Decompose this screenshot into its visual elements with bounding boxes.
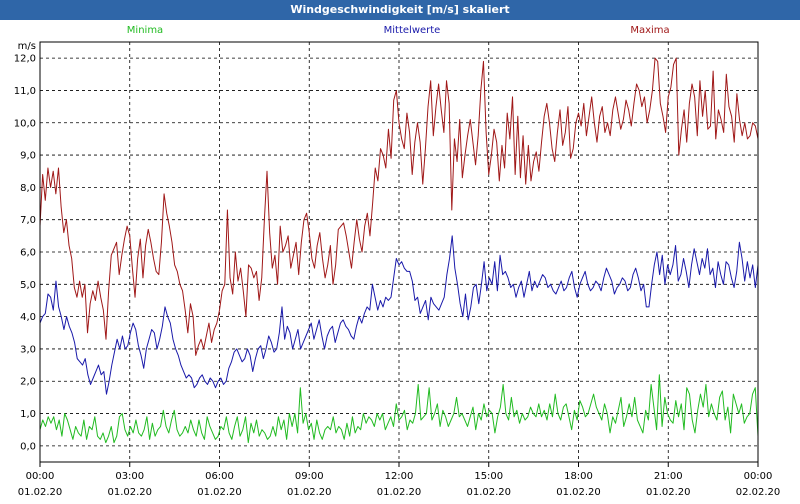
y-tick-label: 6,0 xyxy=(20,248,36,259)
x-tick-time-label: 09:00 xyxy=(295,471,324,482)
x-tick-time-label: 03:00 xyxy=(115,471,144,482)
legend-label-maxima: Maxima xyxy=(630,25,669,36)
x-tick-time-label: 06:00 xyxy=(205,471,234,482)
y-tick-label: 9,0 xyxy=(20,151,36,162)
y-tick-label: 3,0 xyxy=(20,344,36,355)
x-tick-date-label: 01.02.20 xyxy=(107,487,152,498)
series-line-mittelwerte xyxy=(39,235,759,395)
series-lines xyxy=(39,57,759,444)
wind-speed-chart: 0,0 1,0 2,0 3,0 4,0 5,0 6,0 7,0 8,0 9,0 10,0 11,0 12… xyxy=(0,20,800,500)
y-tick-label: 4,0 xyxy=(20,312,36,323)
y-tick-label: 7,0 xyxy=(20,215,36,226)
y-axis-label: m/s xyxy=(18,41,36,52)
y-tick-label: 0,0 xyxy=(20,441,36,452)
series-line-maxima xyxy=(39,57,759,356)
x-tick-time-label: 15:00 xyxy=(474,471,503,482)
x-tick-date-label: 01.02.20 xyxy=(377,487,422,498)
x-tick-time-label: 21:00 xyxy=(654,471,683,482)
y-tick-label: 2,0 xyxy=(20,377,36,388)
series-line-minima xyxy=(39,374,759,444)
y-tick-label: 11,0 xyxy=(14,86,36,97)
legend: Minima Mittelwerte Maxima xyxy=(127,25,670,36)
y-tick-label: 5,0 xyxy=(20,280,36,291)
x-tick-date-label: 01.02.20 xyxy=(287,487,332,498)
x-tick-date-label: 01.02.20 xyxy=(466,487,511,498)
axes: 0,0 1,0 2,0 3,0 4,0 5,0 6,0 7,0 8,0 9,0 10,0 11,0 12… xyxy=(14,41,781,498)
y-tick-label: 1,0 xyxy=(20,409,36,420)
x-tick-time-label: 18:00 xyxy=(564,471,593,482)
x-tick-time-label: 00:00 xyxy=(26,471,55,482)
x-tick-date-label: 01.02.20 xyxy=(646,487,691,498)
grid xyxy=(40,42,758,462)
x-tick-date-label: 01.02.20 xyxy=(18,487,63,498)
x-tick-time-label: 12:00 xyxy=(385,471,414,482)
y-tick-label: 8,0 xyxy=(20,183,36,194)
x-tick-time-label: 00:00 xyxy=(744,471,773,482)
chart-area: 0,0 1,0 2,0 3,0 4,0 5,0 6,0 7,0 8,0 9,0 10,0 11,0 12… xyxy=(0,20,800,500)
y-tick-label: 10,0 xyxy=(14,118,36,129)
legend-label-minima: Minima xyxy=(127,25,163,36)
chart-title: Windgeschwindigkeit [m/s] skaliert xyxy=(0,0,800,20)
x-tick-date-label: 01.02.20 xyxy=(556,487,601,498)
legend-label-mittelwerte: Mittelwerte xyxy=(384,25,441,36)
x-tick-date-label: 01.02.20 xyxy=(197,487,242,498)
chart-background xyxy=(0,20,800,500)
x-tick-date-label: 02.02.20 xyxy=(736,487,781,498)
y-tick-label: 12,0 xyxy=(14,54,36,65)
